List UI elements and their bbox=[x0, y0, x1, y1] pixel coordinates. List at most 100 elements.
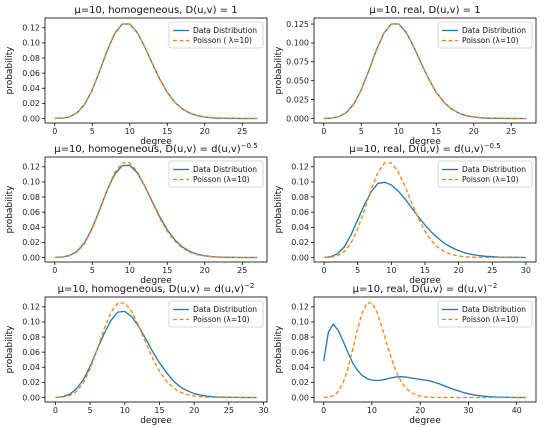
y-tick-label: 0.025 bbox=[286, 95, 309, 104]
x-axis-label: degree bbox=[140, 137, 172, 147]
x-tick-label: 15 bbox=[431, 127, 441, 136]
axes-frame bbox=[44, 296, 268, 403]
y-tick-label: 0.04 bbox=[22, 223, 40, 232]
legend-label: Data Distribution bbox=[462, 165, 526, 174]
axes-frame bbox=[44, 17, 268, 124]
x-tick-label: 20 bbox=[200, 127, 210, 136]
series-line-poisson bbox=[324, 162, 526, 259]
x-tick-label: 25 bbox=[487, 266, 497, 275]
y-tick-label: 0.100 bbox=[286, 39, 309, 48]
chart-title: μ=10, homogeneous, D(u,v) = 1 bbox=[74, 5, 237, 16]
y-tick-label: 0.00 bbox=[291, 253, 309, 262]
axes-frame bbox=[313, 17, 537, 124]
x-tick-label: 30 bbox=[463, 406, 473, 415]
y-tick-label: 0.08 bbox=[291, 333, 309, 342]
legend-label: Poisson (λ=10) bbox=[462, 175, 519, 184]
x-axis-label: degree bbox=[140, 416, 172, 426]
x-tick-label: 0 bbox=[53, 406, 58, 415]
series-line-poisson bbox=[323, 23, 527, 120]
legend-box bbox=[437, 160, 533, 188]
y-tick-label: 0.02 bbox=[22, 378, 40, 387]
y-axis-label: probability bbox=[5, 46, 15, 95]
x-tick-label: 5 bbox=[355, 266, 360, 275]
y-tick-label: 0.050 bbox=[286, 76, 309, 85]
x-tick-label: 5 bbox=[90, 266, 95, 275]
y-tick-label: 0.00 bbox=[291, 393, 309, 402]
x-axis-label: degree bbox=[140, 276, 172, 286]
x-tick-label: 40 bbox=[512, 406, 522, 415]
y-tick-label: 0.10 bbox=[291, 318, 309, 327]
legend-label: Poisson ( λ=10) bbox=[193, 36, 252, 45]
legend-label: Data Distribution bbox=[462, 305, 526, 314]
x-tick-label: 10 bbox=[367, 406, 377, 415]
y-tick-label: 0.08 bbox=[22, 54, 40, 63]
axes-frame bbox=[44, 156, 268, 263]
y-tick-label: 0.10 bbox=[22, 178, 40, 187]
y-tick-label: 0.12 bbox=[22, 303, 40, 312]
y-tick-label: 0.06 bbox=[291, 208, 309, 217]
legend-label: Data Distribution bbox=[193, 26, 257, 35]
chart-title: μ=10, real, D(u,v) = d(u,v)−0.5 bbox=[349, 142, 500, 155]
y-axis-label: probability bbox=[5, 185, 15, 234]
legend-label: Data Distribution bbox=[462, 26, 526, 35]
x-tick-label: 10 bbox=[394, 127, 404, 136]
axes-frame bbox=[313, 296, 537, 403]
y-tick-label: 0.12 bbox=[22, 24, 40, 33]
x-tick-label: 5 bbox=[90, 127, 95, 136]
x-tick-label: 5 bbox=[88, 406, 93, 415]
x-tick-label: 25 bbox=[237, 127, 247, 136]
x-tick-label: 20 bbox=[454, 266, 464, 275]
x-tick-label: 0 bbox=[321, 127, 326, 136]
x-tick-label: 0 bbox=[52, 266, 57, 275]
x-tick-label: 10 bbox=[125, 127, 135, 136]
x-tick-label: 20 bbox=[200, 266, 210, 275]
y-tick-label: 0.06 bbox=[22, 348, 40, 357]
y-axis-label: probability bbox=[274, 185, 284, 234]
legend-label: Poisson (λ=10) bbox=[462, 315, 519, 324]
y-tick-label: 0.02 bbox=[22, 238, 40, 247]
y-tick-label: 0.12 bbox=[291, 303, 309, 312]
legend-label: Data Distribution bbox=[193, 165, 257, 174]
y-tick-label: 0.12 bbox=[291, 163, 309, 172]
y-tick-label: 0.000 bbox=[286, 114, 309, 123]
y-tick-label: 0.06 bbox=[22, 69, 40, 78]
y-tick-label: 0.06 bbox=[291, 348, 309, 357]
x-tick-label: 30 bbox=[521, 266, 531, 275]
y-tick-label: 0.04 bbox=[291, 223, 309, 232]
legend-box bbox=[168, 160, 264, 188]
x-tick-label: 25 bbox=[506, 127, 516, 136]
x-tick-label: 25 bbox=[237, 266, 247, 275]
x-tick-label: 15 bbox=[162, 127, 172, 136]
legend-box bbox=[168, 21, 264, 49]
y-tick-label: 0.08 bbox=[22, 333, 40, 342]
y-tick-label: 0.06 bbox=[22, 208, 40, 217]
legend-box bbox=[437, 21, 533, 49]
y-tick-label: 0.125 bbox=[286, 20, 309, 29]
legend-label: Poisson (λ=10) bbox=[462, 36, 519, 45]
chart-title: μ=10, real, D(u,v) = 1 bbox=[369, 5, 480, 16]
chart-panel-3: 0 5 10 15 20 25 0.00 0.02 0.04 0.06 0.08 0.10 0.12 de… bbox=[5, 142, 268, 286]
x-tick-label: 15 bbox=[162, 266, 172, 275]
series-line-data-distribution bbox=[55, 310, 257, 399]
y-tick-label: 0.08 bbox=[291, 193, 309, 202]
x-tick-label: 20 bbox=[189, 406, 199, 415]
legend-box bbox=[437, 300, 533, 328]
y-tick-label: 0.10 bbox=[22, 318, 40, 327]
x-tick-label: 0 bbox=[52, 127, 57, 136]
y-tick-label: 0.04 bbox=[22, 84, 40, 93]
x-tick-label: 5 bbox=[359, 127, 364, 136]
x-tick-label: 15 bbox=[420, 266, 430, 275]
chart-title: μ=10, real, D(u,v) = d(u,v)−2 bbox=[353, 282, 498, 295]
x-tick-label: 10 bbox=[125, 266, 135, 275]
x-tick-label: 30 bbox=[258, 406, 268, 415]
x-tick-label: 10 bbox=[386, 266, 396, 275]
chart-panel-6: 0 10 20 30 40 0.00 0.02 0.04 0.06 0.08 0.10 0.12 deg… bbox=[274, 282, 537, 426]
y-tick-label: 0.00 bbox=[22, 253, 40, 262]
x-tick-label: 20 bbox=[415, 406, 425, 415]
